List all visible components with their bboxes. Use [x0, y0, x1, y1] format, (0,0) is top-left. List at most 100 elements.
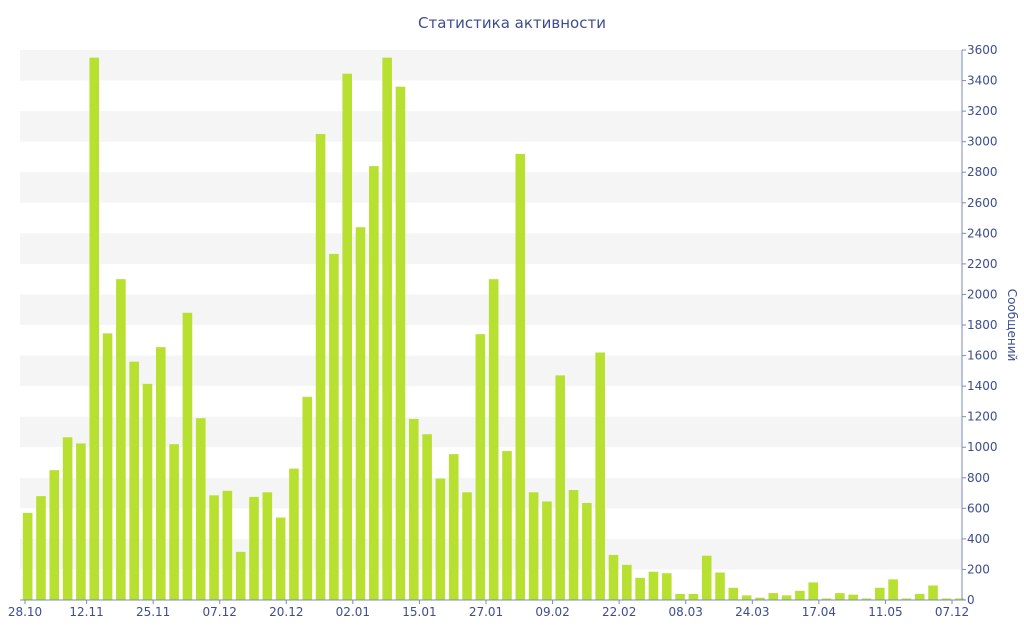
y-tick-label: 1400 — [967, 379, 998, 393]
bar[interactable] — [688, 593, 699, 600]
bars — [22, 57, 965, 601]
bar[interactable] — [22, 512, 33, 600]
bar[interactable] — [542, 501, 552, 600]
bar[interactable] — [116, 279, 126, 600]
bar[interactable] — [914, 593, 925, 600]
bar[interactable] — [835, 593, 845, 601]
bar[interactable] — [755, 597, 765, 600]
y-tick-label: 200 — [967, 562, 990, 576]
bar[interactable] — [222, 490, 233, 600]
bar[interactable] — [315, 134, 326, 600]
y-tick-label: 1200 — [967, 410, 998, 424]
bar[interactable] — [568, 490, 579, 600]
bar[interactable] — [395, 86, 406, 601]
bar[interactable] — [661, 573, 672, 600]
bar[interactable] — [156, 347, 166, 600]
bar[interactable] — [715, 572, 725, 601]
bar[interactable] — [62, 437, 73, 600]
x-tick-label: 11.05 — [868, 605, 902, 619]
bar[interactable] — [49, 470, 60, 600]
bar[interactable] — [249, 496, 259, 601]
bar[interactable] — [302, 396, 313, 600]
y-tick-label: 3200 — [967, 104, 998, 118]
bar[interactable] — [954, 598, 965, 600]
bar[interactable] — [582, 502, 592, 600]
bar[interactable] — [408, 418, 419, 600]
bar[interactable] — [462, 492, 472, 600]
bar[interactable] — [169, 444, 179, 600]
bar[interactable] — [369, 166, 379, 601]
chart-title: Статистика активности — [418, 14, 606, 32]
bar[interactable] — [502, 451, 512, 600]
bar[interactable] — [768, 593, 779, 601]
bar[interactable] — [861, 598, 872, 600]
bar[interactable] — [728, 587, 739, 600]
y-tick-label: 0 — [967, 593, 975, 607]
bar[interactable] — [941, 598, 952, 600]
bar[interactable] — [475, 334, 486, 600]
x-tick-label: 08.03 — [669, 605, 703, 619]
bar[interactable] — [89, 57, 100, 600]
bar[interactable] — [76, 443, 86, 600]
bar[interactable] — [36, 496, 46, 600]
y-tick-label: 2400 — [967, 226, 998, 240]
bar[interactable] — [289, 468, 299, 600]
bar[interactable] — [448, 454, 459, 600]
x-tick-label: 17.04 — [802, 605, 836, 619]
bar[interactable] — [342, 73, 352, 601]
bar[interactable] — [355, 227, 366, 600]
y-tick-label: 600 — [967, 501, 990, 515]
bar[interactable] — [528, 492, 539, 600]
y-tick-label: 2600 — [967, 196, 998, 210]
bar[interactable] — [515, 153, 526, 600]
y-tick-label: 3400 — [967, 74, 998, 88]
bar[interactable] — [235, 551, 246, 601]
bar[interactable] — [182, 312, 193, 600]
bar[interactable] — [675, 593, 685, 600]
bar[interactable] — [555, 375, 566, 600]
y-tick-label: 2200 — [967, 257, 998, 271]
y-tick-label: 1000 — [967, 440, 998, 454]
bar[interactable] — [848, 594, 858, 600]
bar[interactable] — [741, 595, 752, 600]
bar[interactable] — [595, 352, 605, 601]
y-axis-label: Сообщений — [1005, 289, 1019, 362]
bar[interactable] — [781, 595, 792, 600]
bar[interactable] — [928, 585, 938, 600]
bar[interactable] — [648, 571, 659, 600]
bar[interactable] — [608, 554, 619, 600]
x-tick-label: 09.02 — [535, 605, 569, 619]
bar[interactable] — [808, 582, 819, 600]
x-tick-label: 25.11 — [136, 605, 170, 619]
bar[interactable] — [888, 579, 898, 601]
bar[interactable] — [701, 555, 712, 600]
x-tick-label: 07.12 — [203, 605, 237, 619]
bar[interactable] — [795, 590, 805, 600]
x-tick-label: 02.01 — [336, 605, 370, 619]
bar[interactable] — [488, 279, 499, 600]
y-tick-label: 2000 — [967, 287, 998, 301]
x-tick-label: 15.01 — [402, 605, 436, 619]
grid-band — [20, 111, 962, 142]
bar[interactable] — [329, 253, 339, 600]
y-tick-label: 1600 — [967, 349, 998, 363]
bar[interactable] — [435, 478, 446, 600]
bar[interactable] — [129, 361, 139, 600]
bar[interactable] — [821, 598, 832, 600]
bar[interactable] — [102, 333, 113, 600]
bar[interactable] — [142, 383, 153, 600]
x-tick-label: 24.03 — [735, 605, 769, 619]
bar[interactable] — [635, 577, 645, 600]
bar[interactable] — [422, 434, 432, 600]
bar[interactable] — [195, 418, 206, 600]
y-tick-label: 400 — [967, 532, 990, 546]
bar[interactable] — [622, 564, 632, 600]
bar[interactable] — [901, 598, 912, 600]
bar[interactable] — [382, 57, 392, 600]
bar[interactable] — [874, 587, 885, 600]
bar[interactable] — [275, 517, 286, 601]
bar[interactable] — [262, 492, 273, 600]
bar[interactable] — [209, 495, 219, 600]
grid-band — [20, 50, 962, 81]
